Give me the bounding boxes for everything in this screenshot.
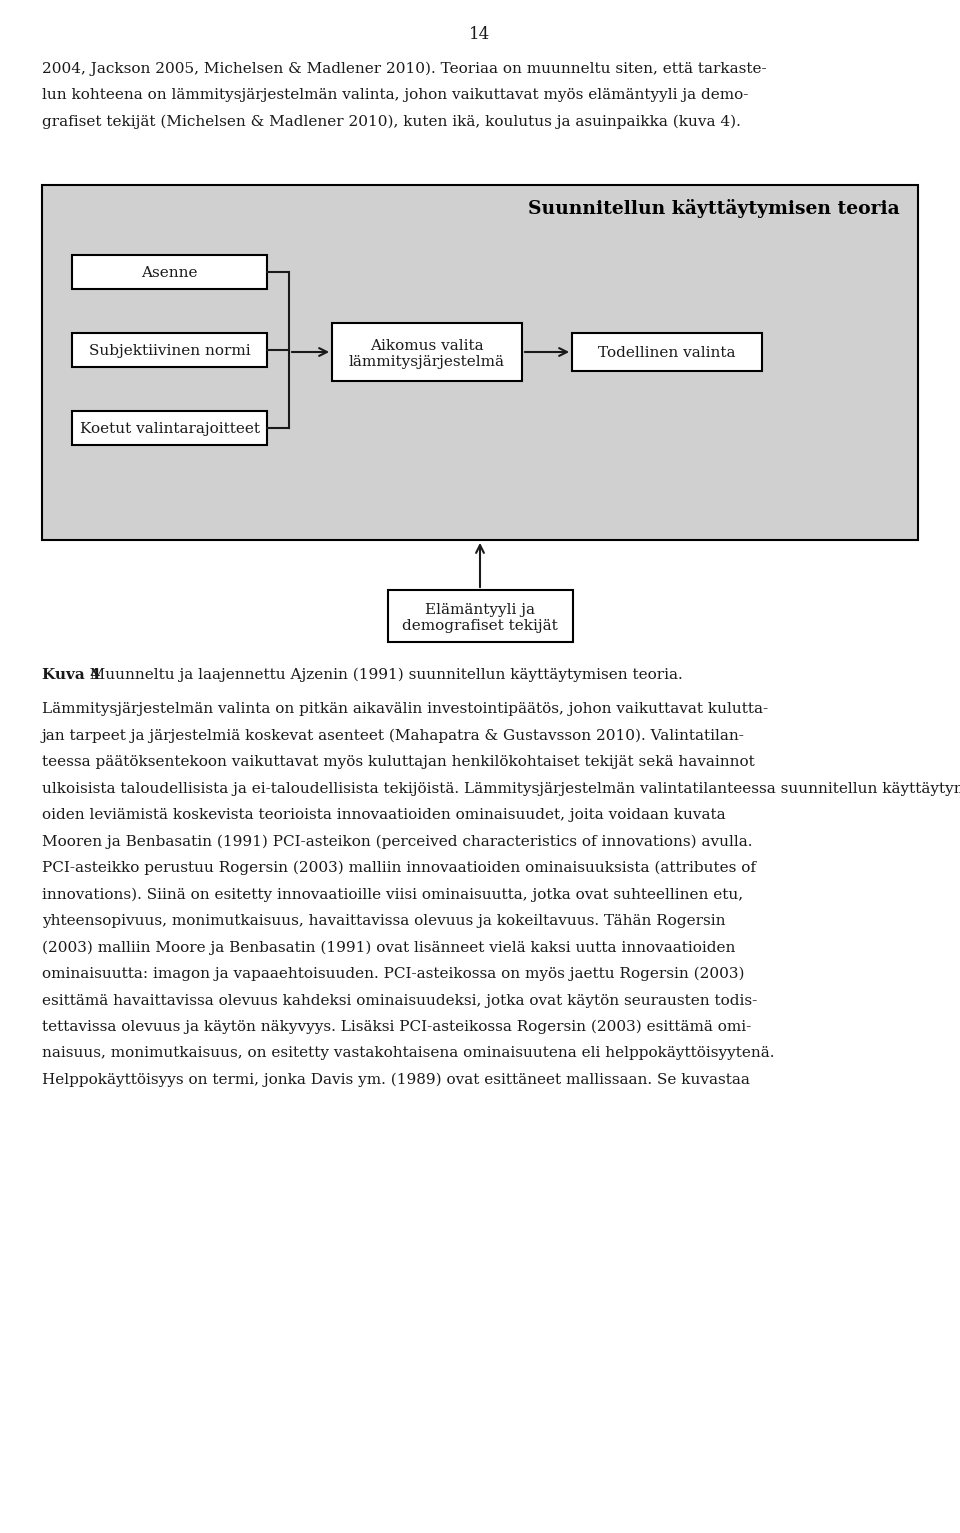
Bar bbox=[72, 254, 267, 290]
Bar bbox=[72, 333, 267, 366]
Text: ulkoisista taloudellisista ja ei-taloudellisista tekijöistä. Lämmitysjärjestelmä: ulkoisista taloudellisista ja ei-taloude… bbox=[42, 782, 960, 796]
Text: jan tarpeet ja järjestelmiä koskevat asenteet (Mahapatra & Gustavsson 2010). Val: jan tarpeet ja järjestelmiä koskevat ase… bbox=[42, 728, 745, 744]
Bar bbox=[332, 323, 522, 382]
Text: yhteensopivuus, monimutkaisuus, havaittavissa olevuus ja kokeiltavuus. Tähän Rog: yhteensopivuus, monimutkaisuus, havaitta… bbox=[42, 914, 726, 927]
Text: 14: 14 bbox=[469, 26, 491, 43]
Bar bbox=[388, 590, 572, 642]
Text: PCI-asteikko perustuu Rogersin (2003) malliin innovaatioiden ominaisuuksista (at: PCI-asteikko perustuu Rogersin (2003) ma… bbox=[42, 862, 756, 875]
Text: (2003) malliin Moore ja Benbasatin (1991) ovat lisänneet vielä kaksi uutta innov: (2003) malliin Moore ja Benbasatin (1991… bbox=[42, 941, 735, 955]
Bar bbox=[72, 411, 267, 445]
Text: grafiset tekijät (Michelsen & Madlener 2010), kuten ikä, koulutus ja asuinpaikka: grafiset tekijät (Michelsen & Madlener 2… bbox=[42, 115, 741, 129]
Text: innovations). Siinä on esitetty innovaatioille viisi ominaisuutta, jotka ovat su: innovations). Siinä on esitetty innovaat… bbox=[42, 888, 743, 901]
Text: tettavissa olevuus ja käytön näkyvyys. Lisäksi PCI-asteikossa Rogersin (2003) es: tettavissa olevuus ja käytön näkyvyys. L… bbox=[42, 1019, 752, 1035]
Text: teessa päätöksentekoon vaikuttavat myös kuluttajan henkilökohtaiset tekijät sekä: teessa päätöksentekoon vaikuttavat myös … bbox=[42, 754, 755, 770]
Text: ominaisuutta: imagon ja vapaaehtoisuuden. PCI-asteikossa on myös jaettu Rogersin: ominaisuutta: imagon ja vapaaehtoisuuden… bbox=[42, 967, 745, 981]
Text: naisuus, monimutkaisuus, on esitetty vastakohtaisena ominaisuutena eli helppokäy: naisuus, monimutkaisuus, on esitetty vas… bbox=[42, 1047, 775, 1061]
Text: Todellinen valinta: Todellinen valinta bbox=[598, 346, 735, 360]
Text: Koetut valintarajoitteet: Koetut valintarajoitteet bbox=[80, 422, 259, 435]
Text: Suunnitellun käyttäytymisen teoria: Suunnitellun käyttäytymisen teoria bbox=[528, 199, 900, 218]
Bar bbox=[42, 185, 918, 540]
Text: Subjektiivinen normi: Subjektiivinen normi bbox=[88, 343, 251, 359]
Text: oiden leviämistä koskevista teorioista innovaatioiden ominaisuudet, joita voidaa: oiden leviämistä koskevista teorioista i… bbox=[42, 808, 726, 822]
Text: lun kohteena on lämmitysjärjestelmän valinta, johon vaikuttavat myös elämäntyyli: lun kohteena on lämmitysjärjestelmän val… bbox=[42, 89, 749, 103]
Text: Elämäntyyli ja
demografiset tekijät: Elämäntyyli ja demografiset tekijät bbox=[402, 602, 558, 633]
Text: Mooren ja Benbasatin (1991) PCI-asteikon (perceived characteristics of innovatio: Mooren ja Benbasatin (1991) PCI-asteikon… bbox=[42, 834, 753, 849]
Text: Aikomus valita
lämmitysjärjestelmä: Aikomus valita lämmitysjärjestelmä bbox=[349, 339, 505, 369]
Text: 2004, Jackson 2005, Michelsen & Madlener 2010). Teoriaa on muunneltu siten, että: 2004, Jackson 2005, Michelsen & Madlener… bbox=[42, 61, 767, 77]
Text: . Muunneltu ja laajennettu Ajzenin (1991) suunnitellun käyttäytymisen teoria.: . Muunneltu ja laajennettu Ajzenin (1991… bbox=[80, 668, 683, 682]
Text: Lämmitysjärjestelmän valinta on pitkän aikavälin investointipäätös, johon vaikut: Lämmitysjärjestelmän valinta on pitkän a… bbox=[42, 702, 768, 716]
Bar bbox=[572, 333, 762, 371]
Text: esittämä havaittavissa olevuus kahdeksi ominaisuudeksi, jotka ovat käytön seurau: esittämä havaittavissa olevuus kahdeksi … bbox=[42, 993, 757, 1007]
Text: Asenne: Asenne bbox=[141, 267, 198, 281]
Text: Helppokäyttöisyys on termi, jonka Davis ym. (1989) ovat esittäneet mallissaan. S: Helppokäyttöisyys on termi, jonka Davis … bbox=[42, 1073, 750, 1087]
Text: Kuva 4: Kuva 4 bbox=[42, 668, 101, 682]
